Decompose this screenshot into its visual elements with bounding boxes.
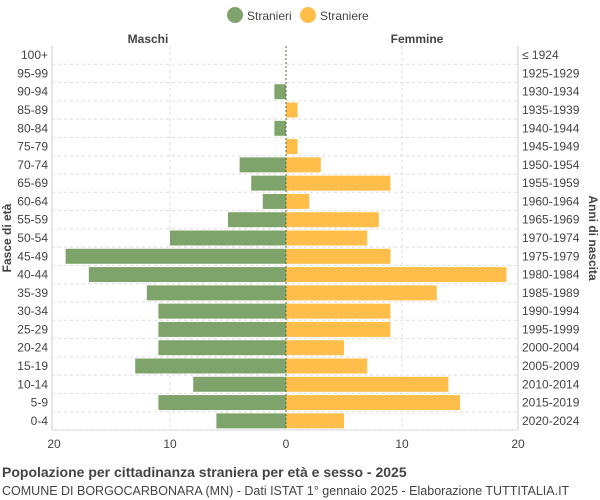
bar-female bbox=[286, 395, 460, 411]
bar-male bbox=[170, 230, 286, 246]
bar-female bbox=[286, 267, 507, 283]
bar-female bbox=[286, 139, 298, 155]
y-axis-label-left: Fasce di età bbox=[0, 203, 14, 272]
birth-year-label: 1940-1944 bbox=[522, 121, 580, 135]
birth-year-label: 1960-1964 bbox=[522, 194, 580, 208]
x-tick-label: 10 bbox=[395, 437, 409, 451]
birth-year-label: 1965-1969 bbox=[522, 213, 580, 227]
birth-year-label: 2010-2014 bbox=[522, 377, 580, 391]
bar-male bbox=[193, 376, 286, 392]
birth-year-label: 2015-2019 bbox=[522, 396, 580, 410]
chart-title: Popolazione per cittadinanza straniera p… bbox=[2, 464, 407, 480]
birth-year-label: 1985-1989 bbox=[522, 286, 580, 300]
birth-year-label: 1980-1984 bbox=[522, 268, 580, 282]
bar-male bbox=[135, 358, 286, 374]
bar-male bbox=[158, 340, 286, 356]
bar-female bbox=[286, 303, 391, 319]
bar-male bbox=[216, 413, 286, 429]
age-label: 100+ bbox=[21, 48, 48, 62]
birth-year-label: 1950-1954 bbox=[522, 158, 580, 172]
x-tick-label: 20 bbox=[511, 437, 525, 451]
age-label: 30-34 bbox=[17, 304, 48, 318]
age-label: 80-84 bbox=[17, 121, 48, 135]
legend-label: Stranieri bbox=[247, 9, 292, 23]
bar-male bbox=[158, 321, 286, 337]
birth-year-label: 1930-1934 bbox=[522, 85, 580, 99]
bar-female bbox=[286, 175, 391, 191]
chart-subtitle: COMUNE DI BORGOCARBONARA (MN) - Dati IST… bbox=[2, 484, 570, 498]
birth-year-label: 1970-1974 bbox=[522, 231, 580, 245]
bar-female bbox=[286, 285, 437, 301]
bar-female bbox=[286, 358, 368, 374]
bar-female bbox=[286, 212, 379, 228]
birth-year-label: 1975-1979 bbox=[522, 249, 580, 263]
birth-year-label: 1925-1929 bbox=[522, 66, 580, 80]
bar-female bbox=[286, 193, 310, 209]
bar-female bbox=[286, 321, 391, 337]
x-tick-label: 20 bbox=[47, 437, 61, 451]
bar-male bbox=[274, 120, 286, 136]
x-tick-label: 0 bbox=[283, 437, 290, 451]
bar-female bbox=[286, 248, 391, 264]
birth-year-label: 1935-1939 bbox=[522, 103, 580, 117]
right-header: Femmine bbox=[391, 32, 444, 46]
age-label: 0-4 bbox=[31, 414, 49, 428]
x-tick-label: 10 bbox=[163, 437, 177, 451]
bar-male bbox=[146, 285, 286, 301]
y-axis-label-right: Anni di nascita bbox=[586, 195, 600, 281]
age-label: 5-9 bbox=[31, 396, 49, 410]
bar-female bbox=[286, 102, 298, 118]
bar-male bbox=[251, 175, 286, 191]
bar-male bbox=[158, 395, 286, 411]
left-header: Maschi bbox=[128, 32, 169, 46]
legend-swatch bbox=[227, 7, 243, 23]
bar-female bbox=[286, 376, 449, 392]
age-label: 90-94 bbox=[17, 85, 48, 99]
bar-male bbox=[88, 267, 286, 283]
legend-swatch bbox=[300, 7, 316, 23]
birth-year-label: 2020-2024 bbox=[522, 414, 580, 428]
bar-female bbox=[286, 340, 344, 356]
bar-male bbox=[262, 193, 286, 209]
age-label: 20-24 bbox=[17, 341, 48, 355]
legend-label: Straniere bbox=[320, 9, 369, 23]
age-label: 65-69 bbox=[17, 176, 48, 190]
age-label: 70-74 bbox=[17, 158, 48, 172]
bar-female bbox=[286, 413, 344, 429]
age-label: 85-89 bbox=[17, 103, 48, 117]
birth-year-label: ≤ 1924 bbox=[522, 48, 559, 62]
birth-year-label: 1955-1959 bbox=[522, 176, 580, 190]
age-label: 95-99 bbox=[17, 66, 48, 80]
birth-year-label: 1995-1999 bbox=[522, 322, 580, 336]
birth-year-label: 2005-2009 bbox=[522, 359, 580, 373]
age-label: 10-14 bbox=[17, 377, 48, 391]
age-label: 25-29 bbox=[17, 322, 48, 336]
age-label: 55-59 bbox=[17, 213, 48, 227]
population-pyramid: 20 10 0 10 20 100+ ≤ 1924 95-99 1925-1929 90-94 19… bbox=[0, 7, 600, 451]
age-label: 50-54 bbox=[17, 231, 48, 245]
age-label: 45-49 bbox=[17, 249, 48, 263]
bar-male bbox=[228, 212, 286, 228]
age-label: 40-44 bbox=[17, 268, 48, 282]
bar-female bbox=[286, 157, 321, 173]
bar-male bbox=[65, 248, 286, 264]
age-label: 60-64 bbox=[17, 194, 48, 208]
bar-female bbox=[286, 230, 368, 246]
bar-male bbox=[274, 84, 286, 100]
bar-male bbox=[158, 303, 286, 319]
birth-year-label: 2000-2004 bbox=[522, 341, 580, 355]
age-label: 35-39 bbox=[17, 286, 48, 300]
bar-male bbox=[239, 157, 286, 173]
age-label: 75-79 bbox=[17, 140, 48, 154]
age-label: 15-19 bbox=[17, 359, 48, 373]
birth-year-label: 1990-1994 bbox=[522, 304, 580, 318]
birth-year-label: 1945-1949 bbox=[522, 140, 580, 154]
